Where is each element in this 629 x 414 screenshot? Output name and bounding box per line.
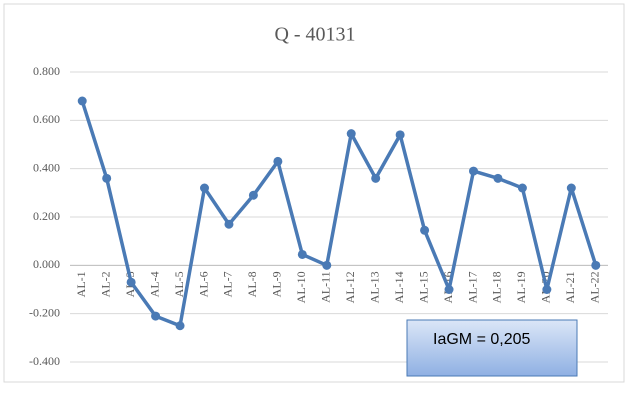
y-tick-label: 0.200 [33, 209, 60, 223]
marker [542, 285, 552, 294]
y-tick-label: -0.200 [29, 305, 60, 319]
x-tick-label: AL-13 [367, 271, 381, 303]
marker [126, 277, 136, 287]
y-tick-label: 0.800 [33, 64, 60, 78]
marker [102, 173, 112, 183]
x-tick-label: AL-8 [245, 271, 259, 297]
x-tick-label: AL-19 [514, 271, 528, 303]
marker [297, 249, 307, 259]
x-tick-label: AL-2 [98, 271, 112, 297]
marker [151, 311, 161, 321]
y-tick-label: 0.400 [33, 160, 60, 174]
x-tick-label: AL-4 [147, 271, 161, 297]
marker [371, 173, 381, 183]
marker [200, 183, 209, 193]
marker [591, 260, 601, 270]
x-tick-label: AL-1 [74, 271, 88, 297]
marker [322, 260, 332, 270]
y-tick-label: -0.400 [29, 354, 60, 368]
marker [273, 156, 283, 166]
x-tick-label: AL-7 [221, 271, 235, 297]
marker [346, 129, 356, 139]
x-tick-label: AL-5 [172, 271, 186, 297]
marker [395, 130, 405, 140]
marker [444, 285, 454, 294]
x-tick-label: AL-6 [196, 271, 210, 297]
marker [77, 96, 87, 106]
x-tick-label: AL-10 [294, 271, 308, 303]
x-tick-label: AL-18 [490, 271, 504, 303]
x-tick-label: AL-15 [416, 271, 430, 303]
x-tick-label: AL-22 [588, 271, 602, 303]
x-tick-label: AL-14 [392, 271, 406, 303]
annotation: IaGM = 0,205 [433, 331, 530, 348]
marker [175, 321, 185, 331]
chart-title: Q - 40131 [274, 24, 355, 46]
line [80, 100, 598, 328]
marker [517, 183, 527, 193]
marker [248, 190, 258, 200]
marker [566, 183, 576, 193]
y-tick-label: 0.000 [33, 257, 60, 271]
marker [420, 225, 430, 235]
x-tick-label: AL-17 [465, 271, 479, 303]
x-tick-label: AL-21 [563, 271, 577, 303]
marker [493, 173, 503, 183]
x-tick-label: AL-9 [270, 271, 284, 297]
marker [224, 219, 234, 229]
x-tick-label: AL-11 [319, 271, 333, 303]
annotation-box [406, 319, 578, 377]
chart-border [3, 3, 625, 383]
y-tick-label: 0.600 [33, 112, 60, 126]
marker [469, 166, 478, 176]
x-tick-label: AL-12 [343, 271, 357, 303]
